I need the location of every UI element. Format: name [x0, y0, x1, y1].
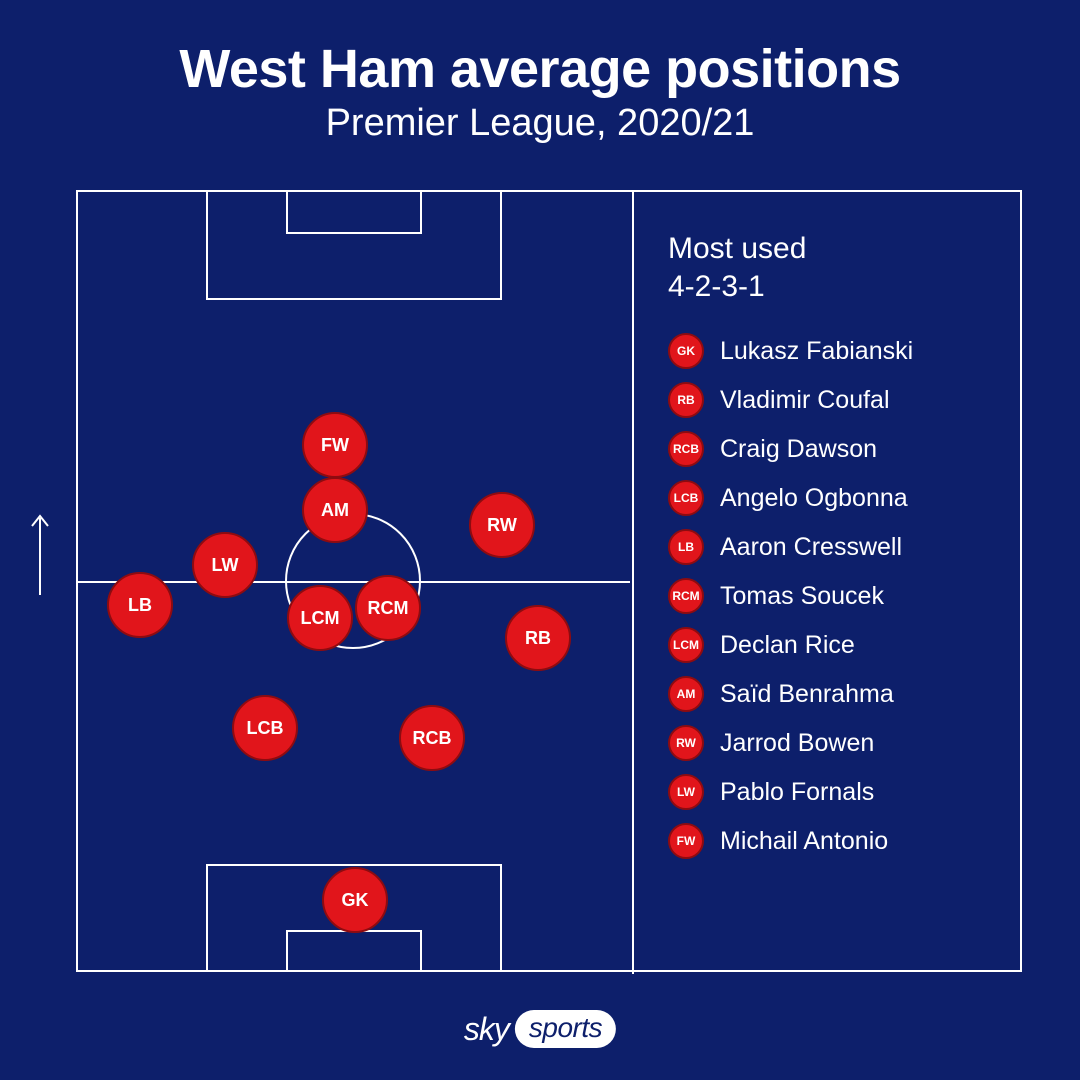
pitch-line — [206, 864, 502, 866]
legend-dot-lcm: LCM — [668, 627, 704, 663]
legend-list: GK Lukasz Fabianski RB Vladimir Coufal RCB Cr… — [668, 333, 913, 859]
legend-player-name: Declan Rice — [720, 631, 855, 660]
pitch-line — [420, 930, 422, 972]
pitch-line — [206, 864, 208, 972]
player-marker-lb: LB — [107, 572, 173, 638]
legend-player-name: Lukasz Fabianski — [720, 337, 913, 366]
pitch-line — [500, 190, 502, 298]
player-marker-rw: RW — [469, 492, 535, 558]
legend-dot-rb: RB — [668, 382, 704, 418]
legend-heading-line: 4-2-3-1 — [668, 270, 765, 303]
legend-row: AM Saïd Benrahma — [668, 676, 913, 712]
legend-row: GK Lukasz Fabianski — [668, 333, 913, 369]
legend-player-name: Angelo Ogbonna — [720, 484, 908, 513]
player-marker-rb: RB — [505, 605, 571, 671]
pitch-line — [420, 190, 422, 232]
infographic-canvas: West Ham average positions Premier Leagu… — [0, 0, 1080, 1080]
legend-dot-fw: FW — [668, 823, 704, 859]
legend-dot-rw: RW — [668, 725, 704, 761]
pitch-line — [206, 190, 208, 298]
legend-dot-rcb: RCB — [668, 431, 704, 467]
player-marker-rcm: RCM — [355, 575, 421, 641]
legend-player-name: Tomas Soucek — [720, 582, 884, 611]
legend-row: LCM Declan Rice — [668, 627, 913, 663]
player-marker-fw: FW — [302, 412, 368, 478]
player-marker-lw: LW — [192, 532, 258, 598]
logo-sports-text: sports — [515, 1010, 616, 1048]
logo-sky-text: sky — [464, 1011, 509, 1048]
pitch-line — [206, 298, 502, 300]
legend-row: RB Vladimir Coufal — [668, 382, 913, 418]
legend-row: LB Aaron Cresswell — [668, 529, 913, 565]
legend-dot-lw: LW — [668, 774, 704, 810]
legend-player-name: Saïd Benrahma — [720, 680, 894, 709]
player-marker-gk: GK — [322, 867, 388, 933]
legend-dot-gk: GK — [668, 333, 704, 369]
pitch-line — [500, 864, 502, 972]
legend-row: RCB Craig Dawson — [668, 431, 913, 467]
direction-arrow-icon — [28, 510, 52, 600]
player-marker-am: AM — [302, 477, 368, 543]
player-marker-lcb: LCB — [232, 695, 298, 761]
legend-player-name: Craig Dawson — [720, 435, 877, 464]
legend-dot-lcb: LCB — [668, 480, 704, 516]
page-subtitle: Premier League, 2020/21 — [0, 102, 1080, 145]
legend-row: RCM Tomas Soucek — [668, 578, 913, 614]
pitch-line — [286, 190, 288, 232]
header: West Ham average positions Premier Leagu… — [0, 38, 1080, 145]
legend-row: LW Pablo Fornals — [668, 774, 913, 810]
legend-player-name: Michail Antonio — [720, 827, 888, 856]
legend-player-name: Jarrod Bowen — [720, 729, 874, 758]
legend-player-name: Aaron Cresswell — [720, 533, 902, 562]
page-title: West Ham average positions — [0, 38, 1080, 100]
pitch-line — [286, 232, 422, 234]
legend-dot-rcm: RCM — [668, 578, 704, 614]
legend-dot-lb: LB — [668, 529, 704, 565]
legend-heading-line: Most used — [668, 232, 806, 265]
legend-player-name: Pablo Fornals — [720, 778, 874, 807]
legend-row: FW Michail Antonio — [668, 823, 913, 859]
sky-sports-logo: sky sports — [464, 1010, 616, 1048]
legend-heading: Most used 4-2-3-1 — [668, 230, 913, 305]
legend-player-name: Vladimir Coufal — [720, 386, 890, 415]
pitch-line — [286, 930, 288, 972]
legend-panel: Most used 4-2-3-1 GK Lukasz Fabianski RB Vl… — [668, 230, 913, 872]
legend-dot-am: AM — [668, 676, 704, 712]
legend-row: LCB Angelo Ogbonna — [668, 480, 913, 516]
legend-row: RW Jarrod Bowen — [668, 725, 913, 761]
player-marker-rcb: RCB — [399, 705, 465, 771]
frame-divider — [632, 192, 634, 974]
player-marker-lcm: LCM — [287, 585, 353, 651]
